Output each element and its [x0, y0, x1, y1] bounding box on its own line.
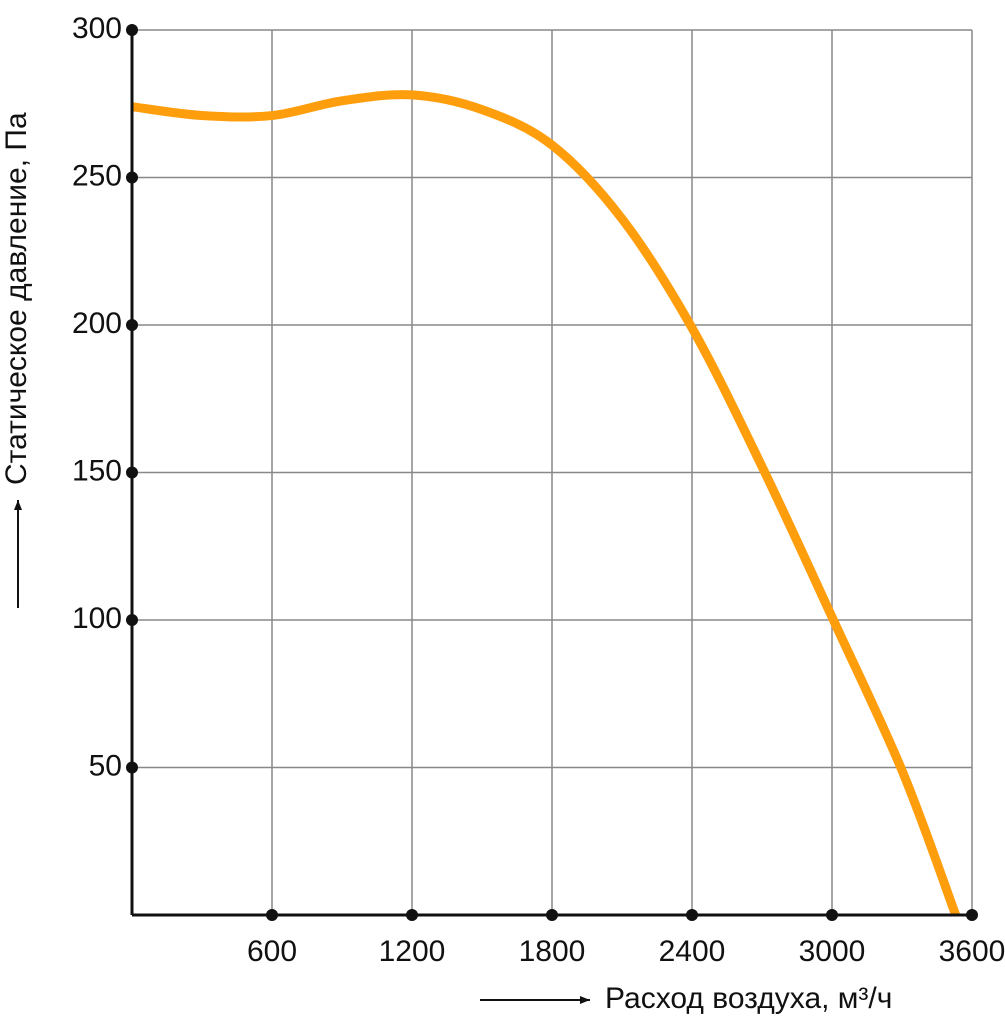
x-tick-label: 3000	[799, 935, 866, 968]
x-tick-dot	[686, 909, 698, 921]
series-line	[131, 90, 960, 917]
x-tick-dot	[546, 909, 558, 921]
plot	[131, 90, 960, 917]
y-tick-label: 50	[89, 749, 122, 782]
x-axis-label: Расход воздуха, м³/ч	[605, 982, 892, 1015]
x-tick-dot	[966, 909, 978, 921]
y-tick-label: 250	[72, 159, 122, 192]
x-tick-label: 3600	[939, 935, 1005, 968]
y-tick-dot	[126, 319, 138, 331]
x-tick-dot	[266, 909, 278, 921]
y-tick-dot	[126, 614, 138, 626]
x-tick-dot	[826, 909, 838, 921]
y-axis-label: Статическое давление, Па	[0, 112, 33, 485]
y-tick-label: 100	[72, 602, 122, 635]
y-tick-label: 300	[72, 12, 122, 45]
x-tick-label: 600	[247, 935, 297, 968]
y-tick-label: 150	[72, 454, 122, 487]
grid	[132, 29, 973, 915]
y-tick-dot	[126, 761, 138, 774]
x-tick-dot	[406, 909, 418, 921]
x-tick-label: 2400	[659, 935, 726, 968]
x-tick-label: 1200	[379, 935, 446, 968]
y-tick-label: 200	[72, 307, 122, 340]
x-tick-label: 1800	[519, 935, 586, 968]
y-tick-dot	[126, 171, 138, 184]
y-tick-dot	[126, 24, 138, 36]
y-tick-dot	[126, 466, 138, 479]
